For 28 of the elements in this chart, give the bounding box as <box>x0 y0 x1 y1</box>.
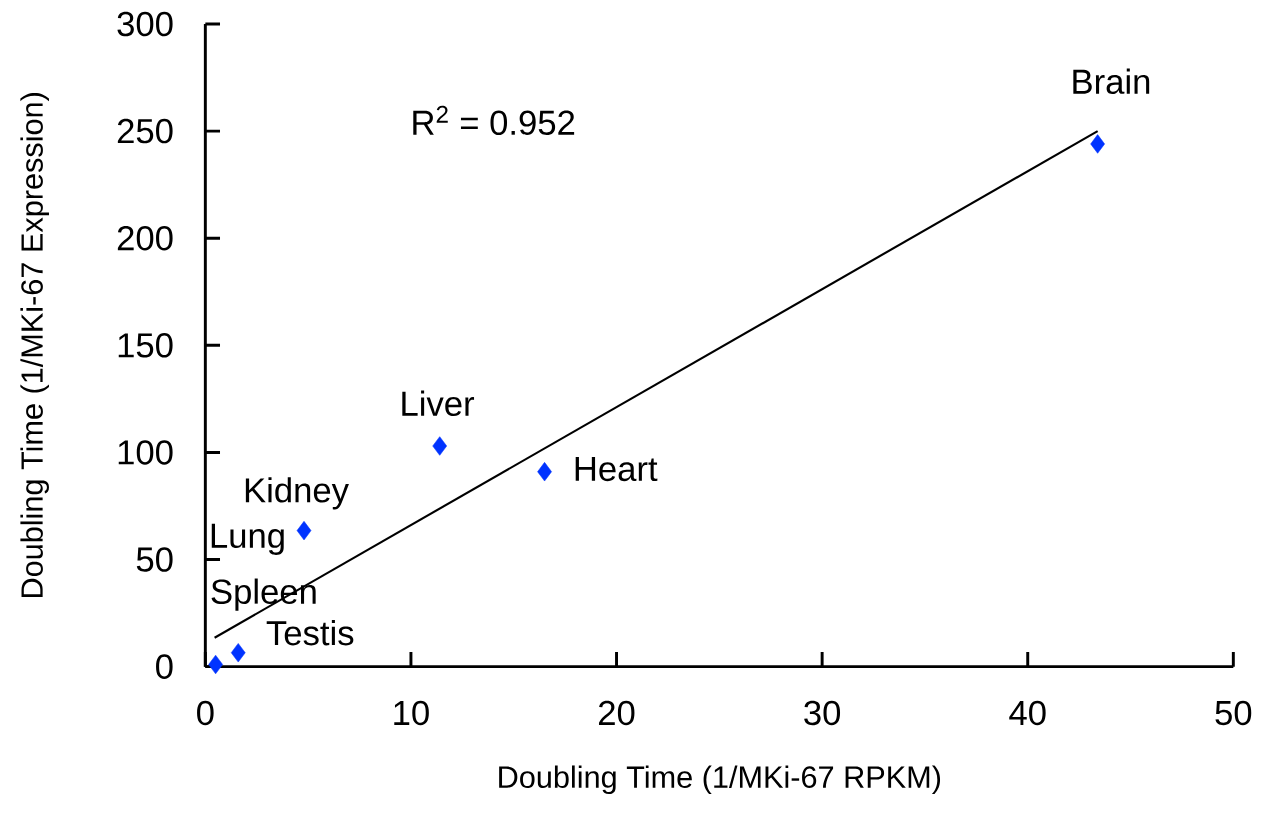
x-tick-label: 10 <box>394 700 429 726</box>
point <box>230 642 246 663</box>
x-tick-label: 0 <box>197 700 214 726</box>
annotation: Heart <box>575 456 658 481</box>
annotation: Brain <box>1073 68 1150 94</box>
y-tick-label: 100 <box>118 439 173 465</box>
x-axis-title: Doubling Time (1/MKi-67 RPKM) <box>499 765 941 794</box>
point <box>296 520 312 541</box>
x-tick-label: 20 <box>598 700 635 726</box>
y-tick-label: 200 <box>117 225 173 251</box>
annotation: Kidney <box>245 476 349 510</box>
x-tick-label: 30 <box>804 700 841 726</box>
annotation: R$^{2}$ = 0.952 <box>413 105 575 135</box>
y-tick-label: 150 <box>118 332 173 358</box>
y-tick-label: 0 <box>156 654 173 679</box>
x-tick-label: 50 <box>1215 700 1252 726</box>
y-tick-label: 300 <box>117 11 173 37</box>
x-tick-label: 40 <box>1009 700 1046 726</box>
annotation: Testis <box>266 619 354 646</box>
point <box>537 461 552 482</box>
point <box>208 654 223 674</box>
y-tick-label: 50 <box>136 547 173 572</box>
y-tick-label: 250 <box>117 118 173 144</box>
point <box>1090 134 1105 154</box>
point <box>432 436 447 456</box>
annotation: Liver <box>402 390 475 416</box>
annotation: Lung <box>211 523 284 555</box>
y-axis-title: Doubling Time (1/MKi-67 Expression) <box>20 92 49 597</box>
